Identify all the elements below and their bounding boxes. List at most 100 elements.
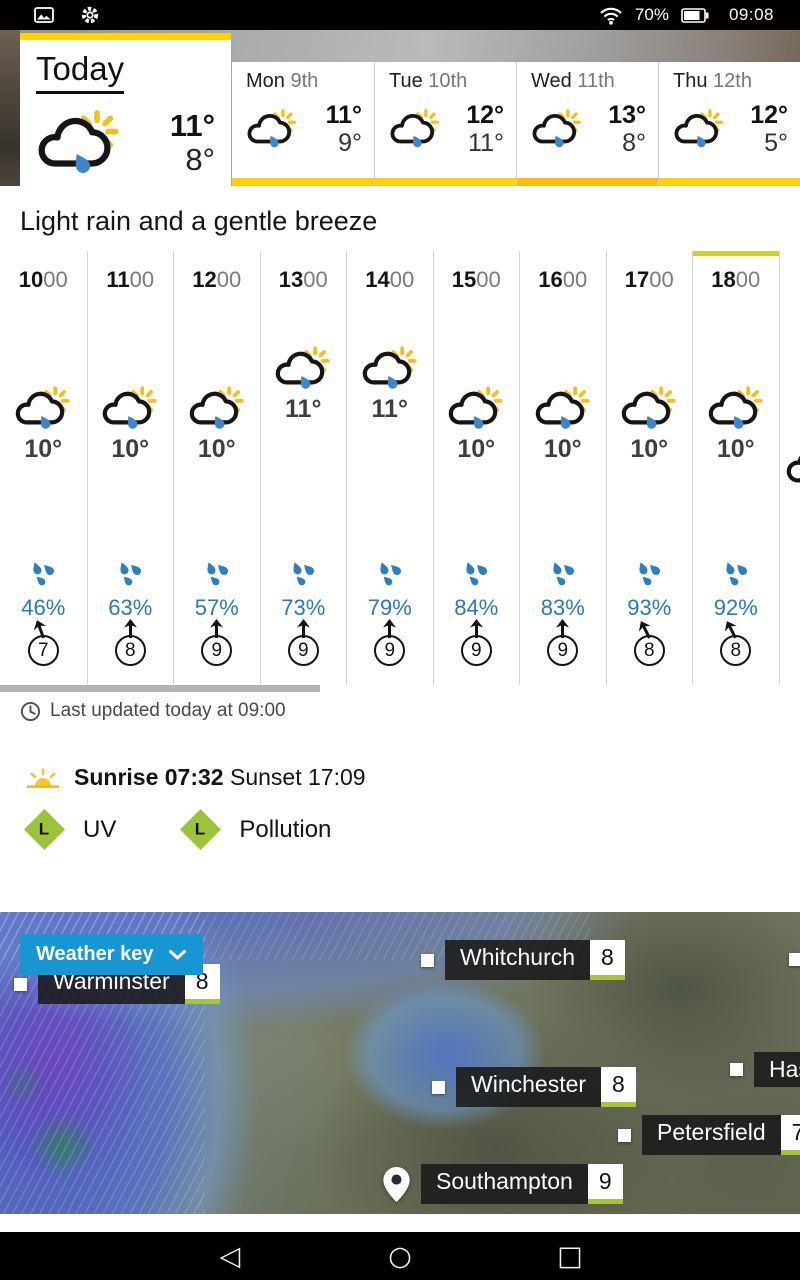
day-tab[interactable]: Thu 12th 12° 5° [658, 62, 800, 186]
wind-speed: 9 [201, 635, 233, 666]
location-marker-icon [730, 1063, 743, 1076]
horizontal-scrollbar-thumb[interactable] [0, 685, 320, 692]
precip-percent: 92% [713, 595, 758, 620]
weather-map[interactable]: Warminster 8 Whitchurch 8 [0, 912, 800, 1214]
wind-speed: 8 [720, 635, 752, 666]
minutes-label: 00 [389, 267, 415, 292]
raindrops-icon [637, 561, 662, 587]
hour-column-partial[interactable] [778, 251, 800, 685]
day-low-temp: 11° [468, 129, 504, 157]
background-photo-edge [0, 30, 20, 186]
location-temperature-badge: 9 [587, 1164, 623, 1204]
index-label: Pollution [239, 815, 332, 843]
level-badge-icon: L [23, 808, 66, 851]
location-temperature-badge: 8 [590, 940, 625, 980]
wind-indicator: 7 [0, 617, 87, 666]
precipitation-chance: 83% [520, 561, 606, 621]
battery-icon [681, 7, 709, 23]
tab-today[interactable]: Today 11° 8° [20, 33, 231, 186]
day-high-temp: 12° [466, 101, 504, 129]
day-name: Tue [389, 70, 423, 92]
location-temperature-badge: 8 [601, 1067, 636, 1107]
hour-column[interactable]: 1400 11° 79% 9 [346, 251, 433, 685]
weather-icon [532, 109, 582, 150]
hour-column[interactable]: 1600 10° 83% 9 [519, 251, 606, 685]
raindrops-icon [291, 561, 316, 587]
hour-temperature: 11° [285, 394, 322, 423]
hour-column[interactable]: 1000 10° 46% 7 [0, 251, 87, 685]
back-icon[interactable]: ◁ [200, 1243, 260, 1270]
location-name: Whitchurch [445, 940, 591, 980]
day-tab[interactable]: Mon 9th 11° 9° [232, 62, 374, 186]
weather-icon [14, 385, 72, 432]
index-item: L Pollution [180, 808, 332, 851]
tab-underline [517, 178, 658, 186]
precipitation-chance: 93% [607, 561, 693, 621]
hour-label: 11 [106, 267, 130, 292]
sun-times-text: Sunrise 07:32 Sunset 17:09 [74, 764, 366, 790]
hour-column[interactable]: 1500 10° 84% 9 [432, 251, 520, 685]
level-badge-icon: L [180, 808, 222, 851]
minutes-label: 00 [649, 267, 674, 292]
hour-column[interactable]: 1100 10° 63% 8 [86, 251, 174, 685]
wind-indicator: 8 [693, 618, 779, 666]
day-tab[interactable]: Wed 11th 13° 8° [516, 62, 658, 186]
map-location[interactable]: Whitchurch 8 [421, 940, 625, 980]
clock-time: 09:08 [728, 5, 774, 24]
day-name: Mon [246, 70, 285, 92]
precip-percent: 73% [281, 595, 326, 620]
day-tabs-row: Mon 9th 11° 9° Tue 10th 12° 11° Wed 11th… [232, 62, 800, 186]
map-location[interactable]: Southampton 9 [383, 1164, 623, 1204]
location-name: Has [754, 1052, 800, 1087]
sun-times-row: Sunrise 07:32 Sunset 17:09 [24, 764, 800, 791]
index-label: UV [83, 815, 117, 843]
location-marker-icon [432, 1080, 445, 1094]
day-high-temp: 11° [325, 101, 362, 129]
minutes-label: 00 [476, 267, 501, 292]
hour-column[interactable]: 1300 11° 73% 9 [259, 251, 347, 685]
android-nav-bar: ◁ ○ □ [0, 1232, 800, 1280]
raindrops-icon [204, 561, 230, 587]
today-tab-label: Today [36, 50, 125, 94]
hour-column[interactable]: 1700 10° 93% 8 [605, 251, 693, 685]
wind-indicator: 8 [607, 618, 693, 666]
wind-direction-arrow [210, 619, 224, 638]
recents-icon[interactable]: □ [540, 1243, 600, 1270]
raindrops-icon [118, 561, 143, 587]
last-updated-text: Last updated today at 09:00 [50, 700, 286, 721]
weather-key-button[interactable]: Weather key [20, 934, 204, 975]
precipitation-chance: 63% [88, 561, 174, 621]
wind-indicator: 9 [261, 619, 347, 666]
weather-key-label: Weather key [36, 943, 154, 965]
hour-temperature: 10° [630, 434, 669, 463]
chevron-down-icon [169, 949, 187, 959]
day-high-temp: 12° [750, 101, 788, 129]
map-location[interactable]: Winchester 8 [432, 1067, 636, 1107]
hour-column[interactable]: 1200 10° 57% 9 [173, 251, 260, 685]
tab-underline [659, 178, 800, 186]
precipitation-chance: 79% [347, 561, 433, 621]
map-location[interactable]: Has [730, 1052, 800, 1087]
hour-temperature: 10° [197, 434, 236, 463]
day-low-temp: 8° [622, 129, 646, 157]
day-high-temp: 13° [608, 101, 646, 129]
settings-gear-icon [81, 6, 99, 24]
hour-label: 12 [192, 267, 217, 292]
map-location[interactable]: Petersfield 7 [618, 1115, 800, 1155]
home-icon[interactable]: ○ [370, 1243, 430, 1270]
hourly-forecast: 1000 10° 46% 7 1100 10° 63% 8 [0, 251, 800, 692]
wind-speed: 9 [374, 635, 406, 666]
map-location[interactable] [789, 953, 800, 966]
precip-percent: 93% [627, 595, 672, 620]
location-marker-icon [789, 953, 800, 966]
hour-label: 15 [451, 267, 477, 292]
day-tab[interactable]: Tue 10th 12° 11° [374, 62, 516, 186]
hour-column[interactable]: 1800 10° 92% 8 [692, 251, 779, 685]
wind-speed: 7 [27, 635, 59, 666]
day-low-temp: 5° [764, 129, 788, 157]
environment-indices-row: L UV L Pollution [23, 808, 800, 851]
minutes-label: 00 [562, 267, 588, 292]
hour-label: 14 [365, 267, 390, 292]
hour-label: 16 [538, 267, 563, 292]
precipitation-chance: 57% [174, 561, 260, 621]
